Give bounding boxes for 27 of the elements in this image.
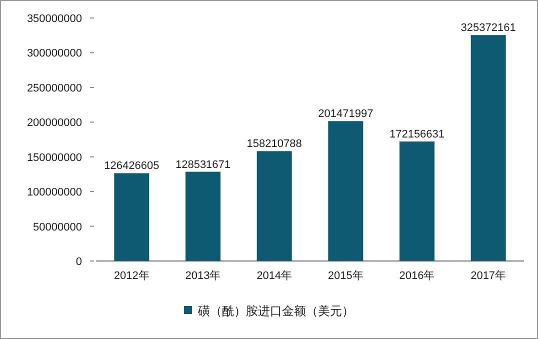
data-label: 128531671 [175, 158, 231, 171]
y-tick-label: 200000000 [26, 117, 82, 130]
x-tick-label: 2015年 [328, 270, 364, 282]
bar [186, 172, 220, 261]
x-tick-label: 2016年 [399, 270, 435, 282]
x-tick-label: 2014年 [256, 270, 292, 282]
y-tick-label: 0 [76, 256, 82, 268]
bar [256, 151, 292, 261]
bar [400, 141, 434, 261]
x-tick-label: 2017年 [470, 270, 506, 282]
x-tick-label: 2012年 [114, 270, 150, 282]
y-tick-label: 50000000 [33, 221, 82, 234]
legend-label: 磺（酰）胺进口金额（美元） [197, 304, 354, 318]
bar [470, 35, 506, 261]
y-tick-label: 150000000 [26, 152, 82, 164]
data-label: 126426605 [104, 160, 160, 172]
y-tick-label: 300000000 [26, 48, 82, 60]
bar [114, 173, 150, 261]
y-tick-label: 100000000 [26, 186, 82, 199]
bar [328, 121, 364, 261]
y-tick-label: 250000000 [26, 82, 82, 94]
data-label: 172156631 [389, 128, 445, 140]
data-label: 158210788 [246, 138, 302, 150]
data-label: 325372161 [460, 22, 516, 34]
x-tick-label: 2013年 [185, 270, 221, 282]
y-tick-label: 350000000 [26, 13, 82, 25]
data-label: 201471997 [318, 108, 374, 120]
